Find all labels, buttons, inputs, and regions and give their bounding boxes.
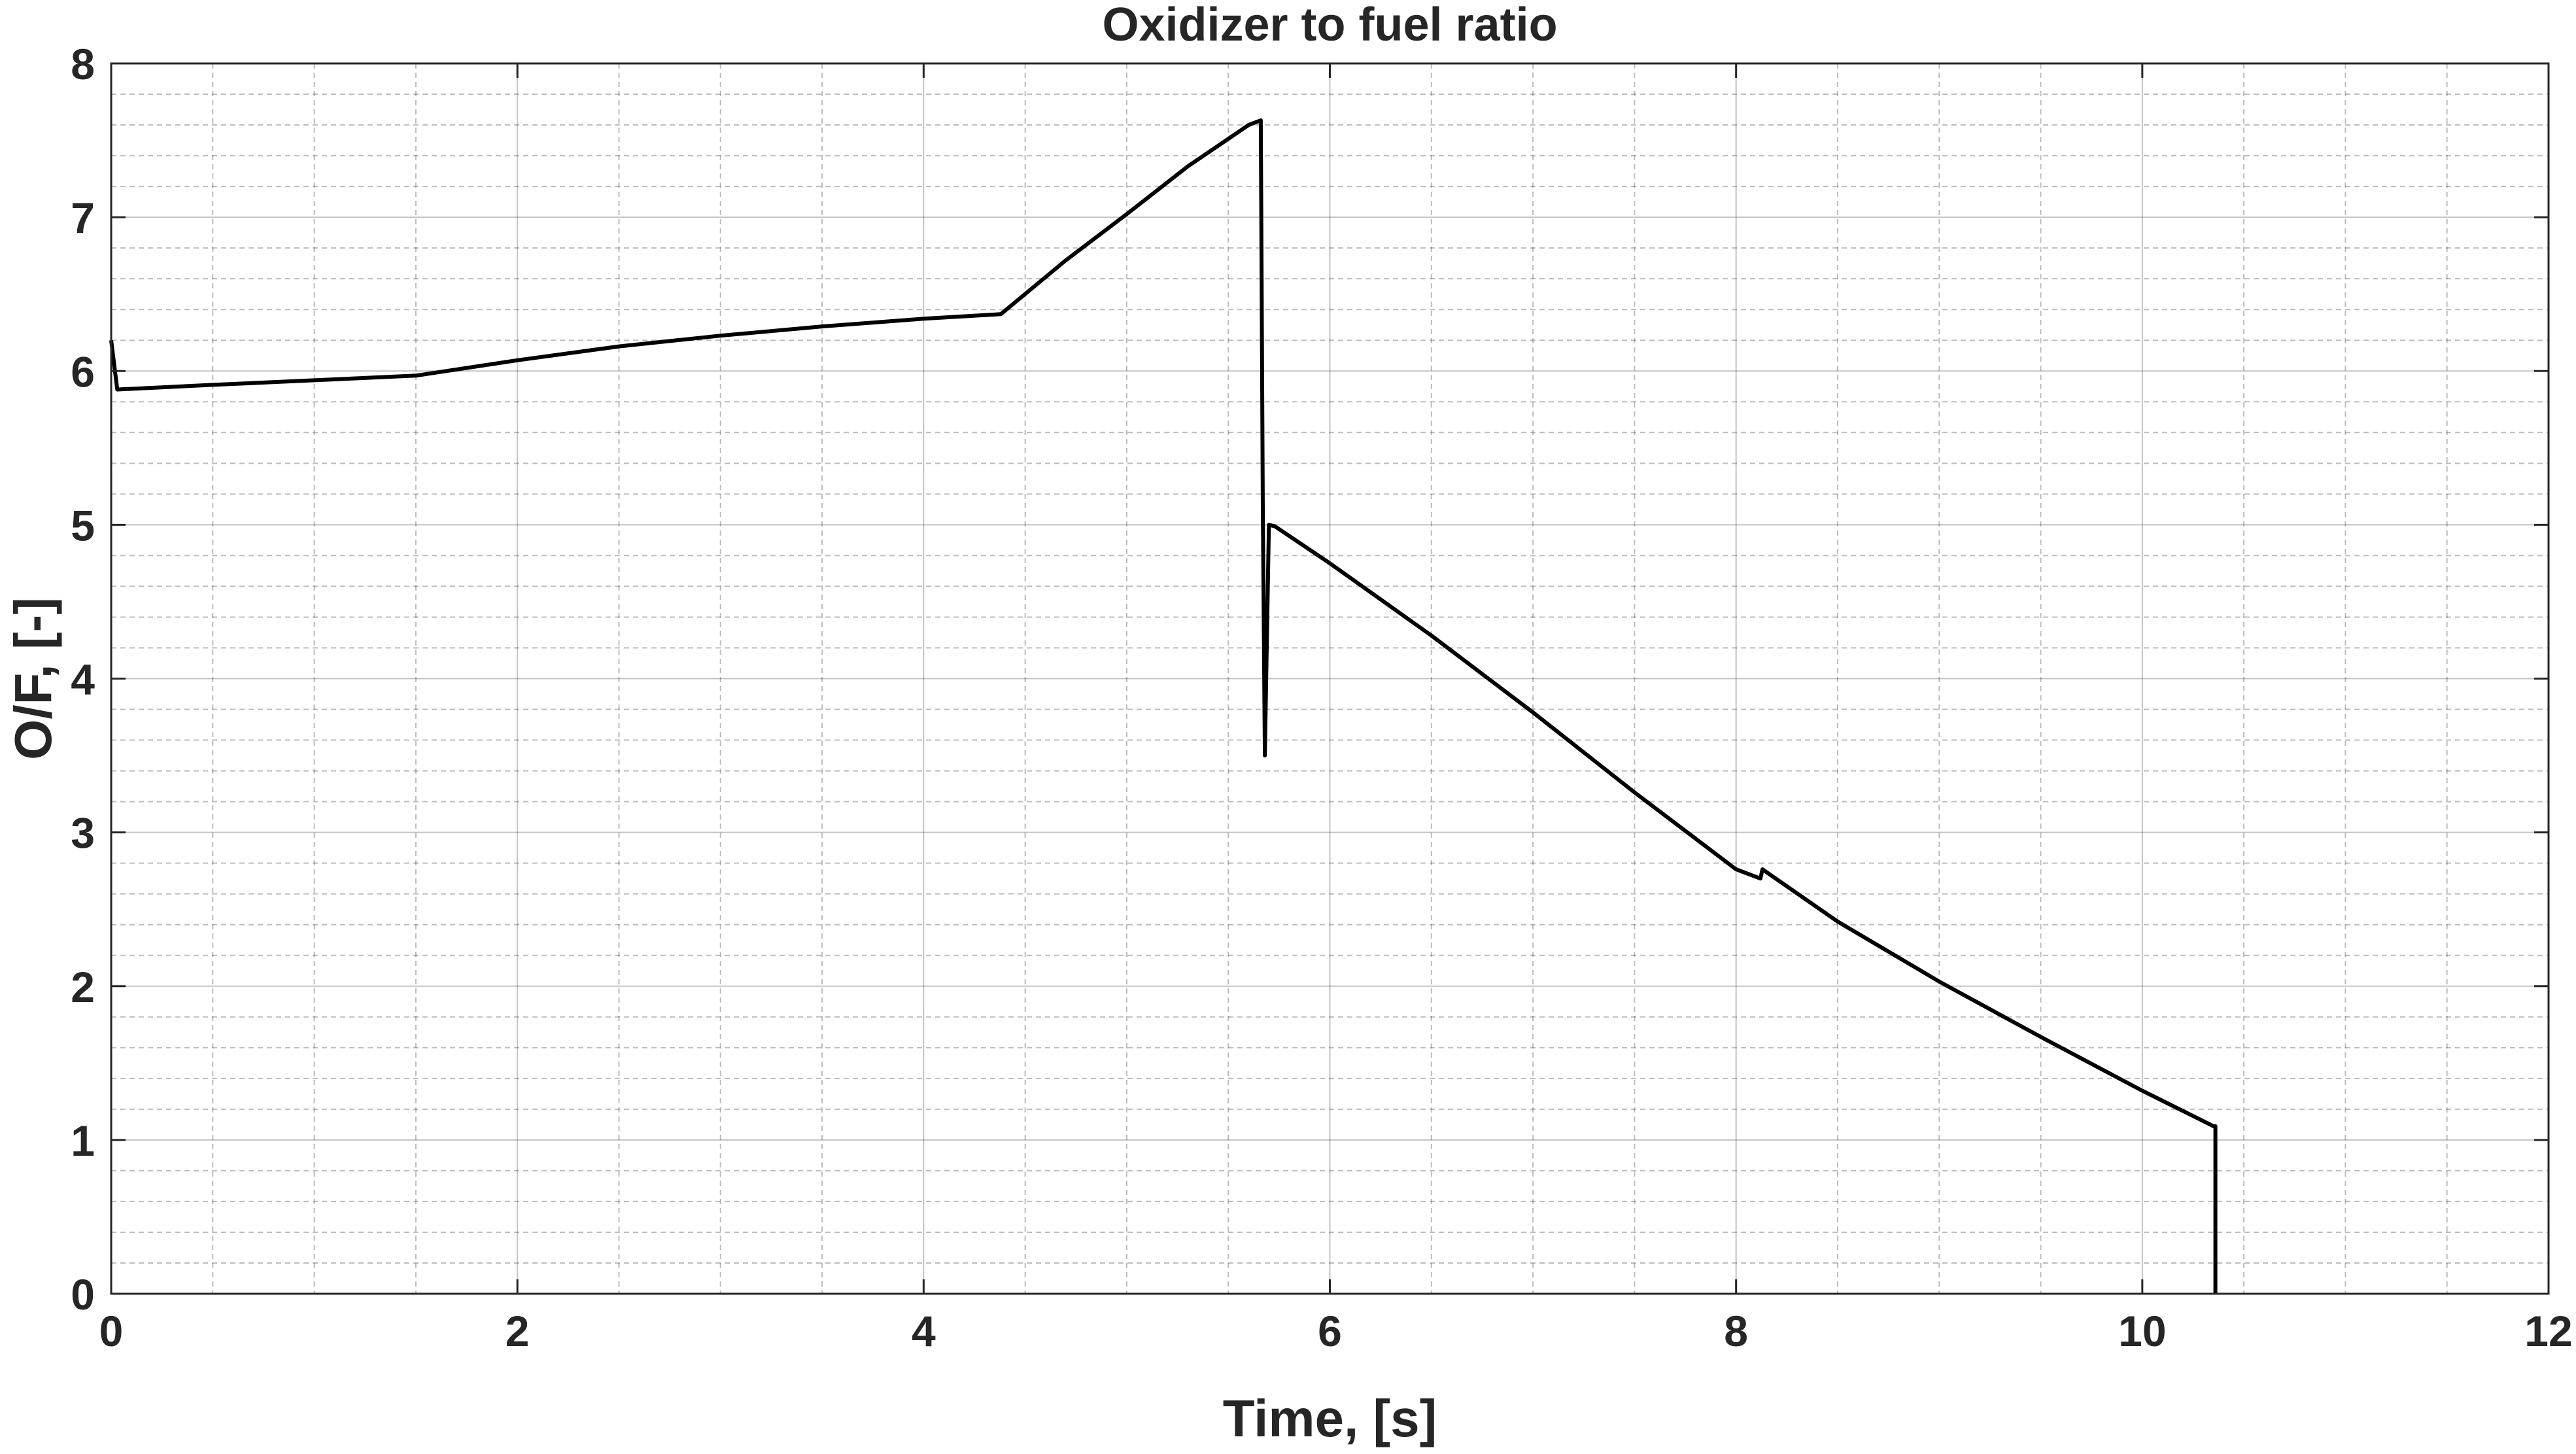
x-tick-label: 2 [506, 1307, 530, 1355]
x-axis-ticks: 0 2 4 6 8 10 12 [99, 63, 2573, 1355]
y-tick-label: 1 [71, 1116, 95, 1165]
y-tick-label: 6 [71, 347, 95, 396]
y-tick-label: 8 [71, 40, 95, 88]
y-axis-label: O/F, [-] [4, 597, 62, 760]
y-tick-label: 3 [71, 809, 95, 857]
minor-grid [111, 63, 2549, 1294]
y-tick-label: 7 [71, 194, 95, 242]
y-tick-label: 0 [71, 1270, 95, 1319]
x-tick-label: 12 [2524, 1307, 2572, 1355]
x-tick-label: 10 [2118, 1307, 2166, 1355]
x-tick-label: 6 [1318, 1307, 1342, 1355]
x-axis-label: Time, [s] [1223, 1389, 1437, 1447]
y-tick-label: 4 [71, 655, 95, 704]
series-line [109, 118, 2218, 1294]
y-tick-label: 5 [71, 501, 95, 549]
y-tick-label: 2 [71, 963, 95, 1011]
y-axis-ticks: 0 1 2 3 4 5 6 7 8 [71, 40, 2549, 1319]
chart-title: Oxidizer to fuel ratio [1102, 0, 1557, 51]
x-tick-label: 8 [1724, 1307, 1748, 1355]
major-grid [111, 63, 2549, 1294]
series-layer [109, 118, 2218, 1294]
x-tick-label: 4 [912, 1307, 936, 1355]
x-tick-label: 0 [99, 1307, 124, 1355]
